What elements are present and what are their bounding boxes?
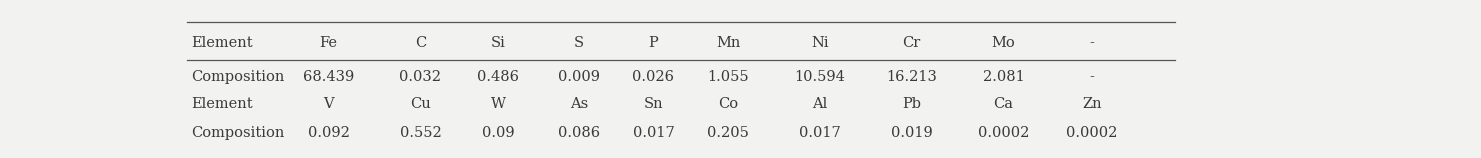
Text: Cu: Cu [410, 97, 431, 111]
Text: Mo: Mo [992, 36, 1016, 50]
Text: Co: Co [718, 97, 738, 111]
Text: 0.552: 0.552 [400, 126, 441, 140]
Text: S: S [573, 36, 584, 50]
Text: -: - [1090, 36, 1094, 50]
Text: 68.439: 68.439 [304, 70, 354, 84]
Text: 0.009: 0.009 [558, 70, 600, 84]
Text: C: C [415, 36, 427, 50]
Text: 0.026: 0.026 [632, 70, 674, 84]
Text: Fe: Fe [320, 36, 338, 50]
Text: Sn: Sn [644, 97, 663, 111]
Text: Zn: Zn [1083, 97, 1102, 111]
Text: Composition: Composition [191, 70, 284, 84]
Text: 2.081: 2.081 [982, 70, 1025, 84]
Text: W: W [492, 97, 507, 111]
Text: -: - [1090, 70, 1094, 84]
Text: Cr: Cr [902, 36, 921, 50]
Text: 10.594: 10.594 [794, 70, 846, 84]
Text: Mn: Mn [715, 36, 740, 50]
Text: Al: Al [812, 97, 828, 111]
Text: 0.486: 0.486 [477, 70, 520, 84]
Text: Ca: Ca [994, 97, 1013, 111]
Text: 16.213: 16.213 [886, 70, 937, 84]
Text: As: As [570, 97, 588, 111]
Text: Si: Si [492, 36, 507, 50]
Text: 0.017: 0.017 [632, 126, 674, 140]
Text: 0.0002: 0.0002 [1066, 126, 1118, 140]
Text: V: V [323, 97, 333, 111]
Text: 0.092: 0.092 [308, 126, 350, 140]
Text: 0.019: 0.019 [890, 126, 933, 140]
Text: Element: Element [191, 97, 252, 111]
Text: Pb: Pb [902, 97, 921, 111]
Text: 0.017: 0.017 [798, 126, 841, 140]
Text: Element: Element [191, 36, 252, 50]
Text: 0.032: 0.032 [400, 70, 441, 84]
Text: 0.205: 0.205 [706, 126, 749, 140]
Text: 0.09: 0.09 [483, 126, 515, 140]
Text: P: P [649, 36, 658, 50]
Text: 0.086: 0.086 [558, 126, 600, 140]
Text: 0.0002: 0.0002 [977, 126, 1029, 140]
Text: 1.055: 1.055 [708, 70, 749, 84]
Text: Ni: Ni [812, 36, 829, 50]
Text: Composition: Composition [191, 126, 284, 140]
